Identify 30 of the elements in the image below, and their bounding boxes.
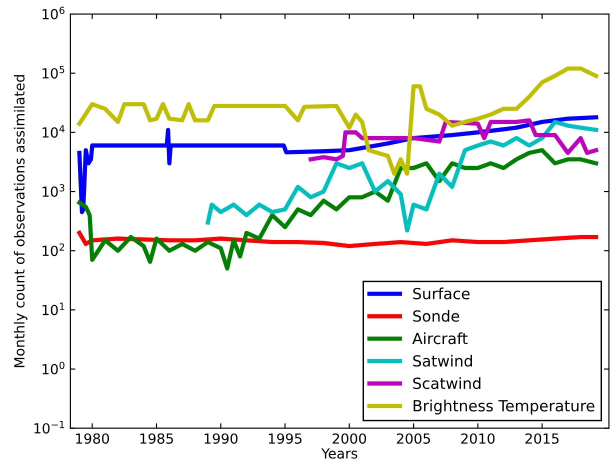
legend-label: Surface xyxy=(413,288,470,300)
y-tick-label: 10$^{1}$ xyxy=(42,302,64,316)
x-tick-label: 2005 xyxy=(396,433,430,444)
line-series xyxy=(77,115,598,214)
line-series xyxy=(77,148,598,271)
line-series xyxy=(206,120,598,233)
line-series xyxy=(77,66,598,176)
line-series xyxy=(308,118,598,162)
x-tick-label: 2015 xyxy=(525,433,559,444)
x-tick-label: 1995 xyxy=(268,433,302,444)
y-tick-label: 10$^{0}$ xyxy=(42,362,64,374)
y-tick-label: 10$^{3}$ xyxy=(42,184,64,197)
x-tick-label: 1985 xyxy=(140,433,173,444)
x-tick-label: 2010 xyxy=(461,433,495,444)
legend-label: Brightness Temperature xyxy=(414,400,594,414)
legend-label: Scatwind xyxy=(413,377,480,390)
legend-label: Satwind xyxy=(413,354,472,367)
y-tick-label: 10$^{4}$ xyxy=(42,125,65,138)
legend-label: Aircraft xyxy=(412,332,468,344)
y-tick-label: 10$^{−1}$ xyxy=(34,420,64,434)
y-tick-label: 10$^{6}$ xyxy=(42,6,64,20)
x-axis-title: Years xyxy=(321,448,358,459)
legend-label: Sonde xyxy=(413,310,460,322)
y-axis-title: Monthly count of observations assimilated xyxy=(14,75,28,368)
y-tick-label: 10$^{5}$ xyxy=(42,66,64,79)
line-series xyxy=(77,230,598,248)
x-tick-label: 1980 xyxy=(76,433,109,444)
x-tick-label: 2000 xyxy=(332,433,366,444)
y-tick-label: 10$^{2}$ xyxy=(42,243,64,256)
x-tick-label: 1990 xyxy=(204,433,238,444)
